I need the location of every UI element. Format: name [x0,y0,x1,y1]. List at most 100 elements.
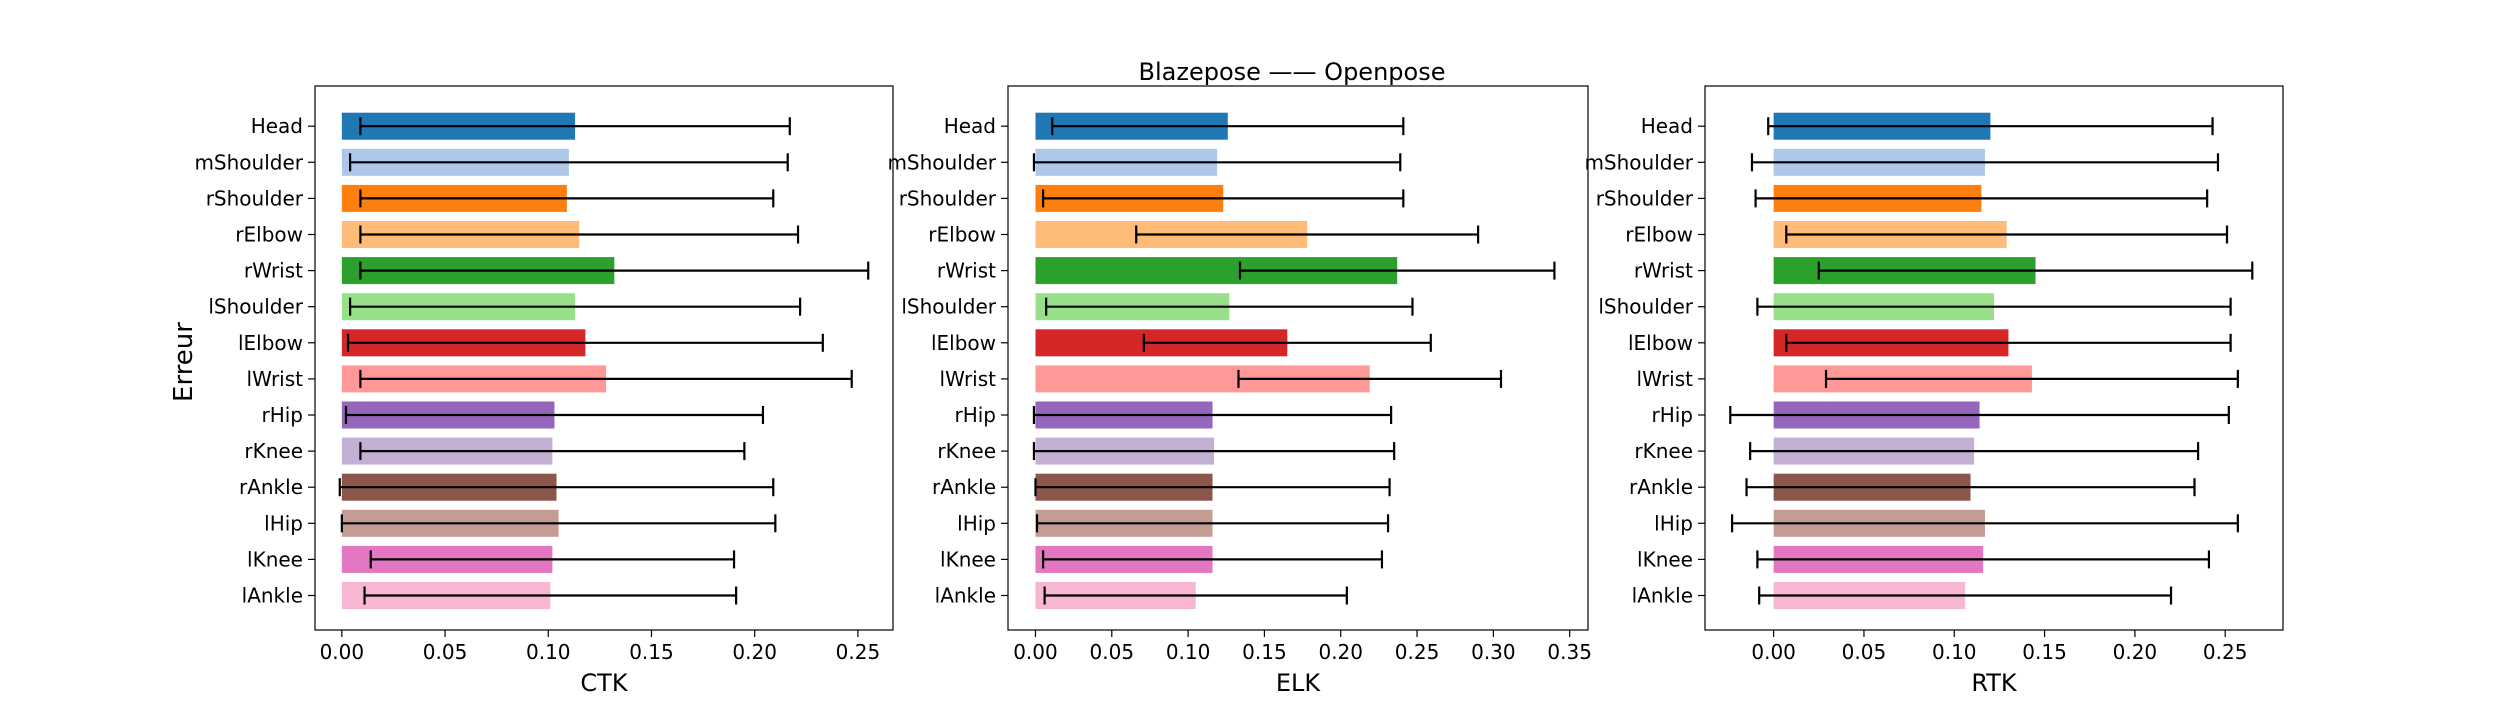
y-tick-label-rankle: rAnkle [239,475,303,499]
y-tick-label-mshoulder: mShoulder [1584,150,1693,174]
y-tick-label-rknee: rKnee [244,439,303,463]
y-tick-label-relbow: rElbow [1625,223,1693,247]
y-tick-label-lankle: lAnkle [1632,584,1693,608]
y-tick-label-lwrist: lWrist [1637,367,1694,391]
error-bar-head [1767,117,2214,136]
error-bar-rshoulder [359,189,775,208]
x-tick-label: 0.05 [1090,640,1135,664]
error-bar-mshoulder [1750,153,2220,172]
x-tick-label: 0.20 [1318,640,1363,664]
axes-frame [1007,85,1589,631]
y-tick-label-lshoulder: lShoulder [208,295,303,319]
error-bar-mshoulder [348,153,789,172]
error-bar-lknee [369,550,736,569]
error-bar-lknee [1042,550,1384,569]
y-tick-label-rwrist: rWrist [937,259,996,283]
y-tick-label-lknee: lKnee [1637,547,1693,571]
y-tick-label-rhip: rHip [261,403,303,427]
subplots: Head mShoulder rShoulder rElbow rWrist lShoul… [194,85,2284,697]
y-tick-label-rshoulder: rShoulder [1596,186,1694,210]
x-tick-label: 0.25 [836,640,881,664]
y-tick-label-rhip: rHip [954,403,996,427]
subplot-ctk: Head mShoulder rShoulder rElbow rWrist lShoul… [194,85,894,697]
error-bar-relbow [359,225,800,244]
x-tick-label: 0.15 [629,640,674,664]
error-bar-lwrist [1824,369,2239,388]
error-bar-lshoulder [1756,297,2232,316]
y-tick-label-lhip: lHip [1654,511,1693,535]
y-tick-label-rhip: rHip [1651,403,1693,427]
x-tick-label: 0.10 [526,640,571,664]
error-bar-rhip [1032,406,1393,424]
error-bar-rwrist [359,261,870,280]
y-tick-label-head: Head [251,114,303,138]
y-tick-label-rwrist: rWrist [1634,259,1693,283]
x-tick-label: 0.35 [1547,640,1592,664]
y-tick-label-relbow: rElbow [235,223,303,247]
error-bar-lwrist [359,369,853,388]
x-tick-label: 0.20 [732,640,777,664]
x-axis-label: CTK [580,669,628,697]
error-bar-rshoulder [1042,189,1405,208]
error-bar-rknee [1749,442,2200,461]
x-tick-label: 0.05 [423,640,468,664]
x-tick-label: 0.10 [1932,640,1977,664]
y-tick-label-lwrist: lWrist [247,367,304,391]
y-tick-label-mshoulder: mShoulder [887,150,996,174]
y-tick-label-lwrist: lWrist [940,367,997,391]
y-tick-label-lhip: lHip [264,511,303,535]
y-tick-label-lelbow: lElbow [238,331,303,355]
y-tick-label-rankle: rAnkle [1629,475,1693,499]
axes-frame [314,85,894,631]
error-bar-rankle [1745,478,2196,497]
y-tick-label-rankle: rAnkle [932,475,996,499]
error-bar-lelbow [346,333,824,352]
subplot-elk: Head mShoulder rShoulder rElbow rWrist lShoul… [887,85,1592,697]
x-tick-label: 0.00 [1751,640,1796,664]
x-tick-label: 0.10 [1166,640,1211,664]
error-bar-rwrist [1238,261,1556,280]
error-bar-rhip [1729,406,2230,424]
y-tick-label-relbow: rElbow [928,223,996,247]
error-bar-lelbow [1785,333,2232,352]
y-tick-label-lelbow: lElbow [931,331,996,355]
error-bar-relbow [1785,225,2229,244]
x-axis-label: ELK [1276,669,1322,697]
x-tick-label: 0.00 [320,640,365,664]
y-tick-label-rknee: rKnee [937,439,996,463]
error-bar-rhip [344,406,765,424]
x-axis-label: RTK [1971,669,2018,697]
x-tick-label: 0.20 [2113,640,2158,664]
x-tick-label: 0.00 [1013,640,1058,664]
y-tick-label-head: Head [944,114,996,138]
x-tick-label: 0.05 [1842,640,1887,664]
error-bar-lankle [1043,586,1348,605]
y-tick-label-rshoulder: rShoulder [206,186,304,210]
y-tick-label-head: Head [1641,114,1693,138]
subplot-rtk: Head mShoulder rShoulder rElbow rWrist lShoul… [1584,85,2284,697]
y-tick-label-lknee: lKnee [247,547,303,571]
error-bar-rankle [1034,478,1391,497]
error-bar-lankle [363,586,738,605]
error-bar-head [359,117,791,136]
x-tick-label: 0.30 [1471,640,1516,664]
error-bar-rankle [338,478,775,497]
error-bar-lelbow [1142,333,1432,352]
y-tick-label-lknee: lKnee [940,547,996,571]
error-bar-lwrist [1237,369,1503,388]
error-bar-mshoulder [1032,153,1402,172]
error-bar-rknee [1032,442,1396,461]
error-bar-rwrist [1817,261,2254,280]
error-bar-lknee [1756,550,2211,569]
error-bar-lshoulder [1045,297,1414,316]
y-tick-label-rwrist: rWrist [244,259,303,283]
y-tick-label-lhip: lHip [957,511,996,535]
y-tick-label-lelbow: lElbow [1628,331,1693,355]
y-tick-label-rshoulder: rShoulder [899,186,997,210]
x-tick-label: 0.15 [2022,640,2067,664]
y-tick-label-rknee: rKnee [1634,439,1693,463]
y-tick-label-mshoulder: mShoulder [194,150,303,174]
axes-frame [1704,85,2284,631]
error-bar-lhip [1035,514,1390,533]
